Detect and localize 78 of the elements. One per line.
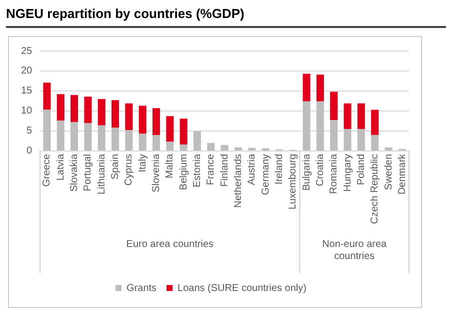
bar xyxy=(166,116,174,142)
bar xyxy=(125,103,133,130)
bar xyxy=(98,98,106,126)
x-tick-label: Hungary xyxy=(342,154,354,192)
x-tick-label: Estonia xyxy=(192,154,203,188)
bar xyxy=(344,103,352,129)
bar xyxy=(357,103,365,129)
legend-label: Grants xyxy=(126,282,157,294)
bar xyxy=(220,144,228,150)
y-tick-label: 10 xyxy=(21,106,33,117)
x-tick-label: Bulgaria xyxy=(301,154,312,191)
x-tick-label: Denmark xyxy=(396,152,408,195)
y-tick-label: 0 xyxy=(26,146,33,157)
bar xyxy=(43,82,51,110)
x-tick-label: Latvia xyxy=(55,154,66,181)
bar xyxy=(138,106,146,134)
x-tick-label: Luxembourg xyxy=(288,154,299,210)
x-tick-label: Spain xyxy=(110,154,122,180)
bar xyxy=(316,74,324,102)
y-tick-label: 20 xyxy=(21,66,33,77)
x-tick-label: Finland xyxy=(219,154,230,187)
bar xyxy=(98,125,106,150)
bar xyxy=(112,128,120,150)
bar xyxy=(112,100,120,128)
bar xyxy=(166,142,174,150)
bar xyxy=(248,148,256,150)
bar xyxy=(84,96,92,123)
bar xyxy=(70,122,78,150)
x-tick-label: Austria xyxy=(246,154,258,186)
y-tick-label: 15 xyxy=(21,86,33,97)
bar xyxy=(138,134,146,150)
bar xyxy=(70,94,78,122)
x-tick-label: Germany xyxy=(260,154,272,196)
bar xyxy=(357,128,365,150)
text: Non-euro area countries xyxy=(322,238,388,262)
bar xyxy=(234,147,242,150)
bar xyxy=(207,142,215,150)
bar xyxy=(125,130,133,150)
x-tick-label: Sweden xyxy=(383,154,394,190)
x-tick-label: Belgium xyxy=(178,154,190,190)
x-tick-label: Ireland xyxy=(274,154,285,185)
bar xyxy=(330,120,338,150)
y-tick-label: 5 xyxy=(26,126,33,137)
x-tick-label: France xyxy=(206,154,217,186)
x-tick-label: Italy xyxy=(137,154,148,172)
x-tick-label: Poland xyxy=(356,154,367,186)
x-tick-label: Slovenia xyxy=(151,154,162,192)
bar xyxy=(344,128,352,150)
bar xyxy=(193,130,201,150)
x-tick-label: Portugal xyxy=(82,154,94,192)
bar xyxy=(302,74,310,102)
text: Euro area countries xyxy=(126,238,214,250)
bar xyxy=(180,144,188,150)
y-tick-label: 25 xyxy=(21,46,33,57)
bar xyxy=(152,108,160,135)
x-tick-label: Slovakia xyxy=(69,154,80,192)
chart-title: NGEU repartition by countries (%GDP) xyxy=(6,6,244,21)
x-tick-label: Croatia xyxy=(314,154,326,186)
x-tick-label: Netherlands xyxy=(232,154,244,208)
bar xyxy=(316,101,324,150)
x-tick-label: Romania xyxy=(328,154,340,194)
bar xyxy=(84,122,92,150)
bar xyxy=(330,92,338,120)
bar xyxy=(152,134,160,150)
bar xyxy=(384,147,392,150)
x-tick-label: Czech Republic xyxy=(370,154,381,224)
bar xyxy=(302,101,310,150)
bar xyxy=(180,118,188,145)
legend-label: Loans (SURE countries only) xyxy=(178,282,306,294)
x-tick-label: Malta xyxy=(164,154,176,178)
x-tick-label: Greece xyxy=(42,154,53,187)
bar xyxy=(371,110,379,135)
x-tick-label: Cyprus xyxy=(124,154,135,186)
bar xyxy=(56,120,64,150)
bar xyxy=(43,110,51,150)
bar xyxy=(371,134,379,150)
bar xyxy=(56,94,64,121)
x-tick-label: Lithuania xyxy=(96,154,108,195)
